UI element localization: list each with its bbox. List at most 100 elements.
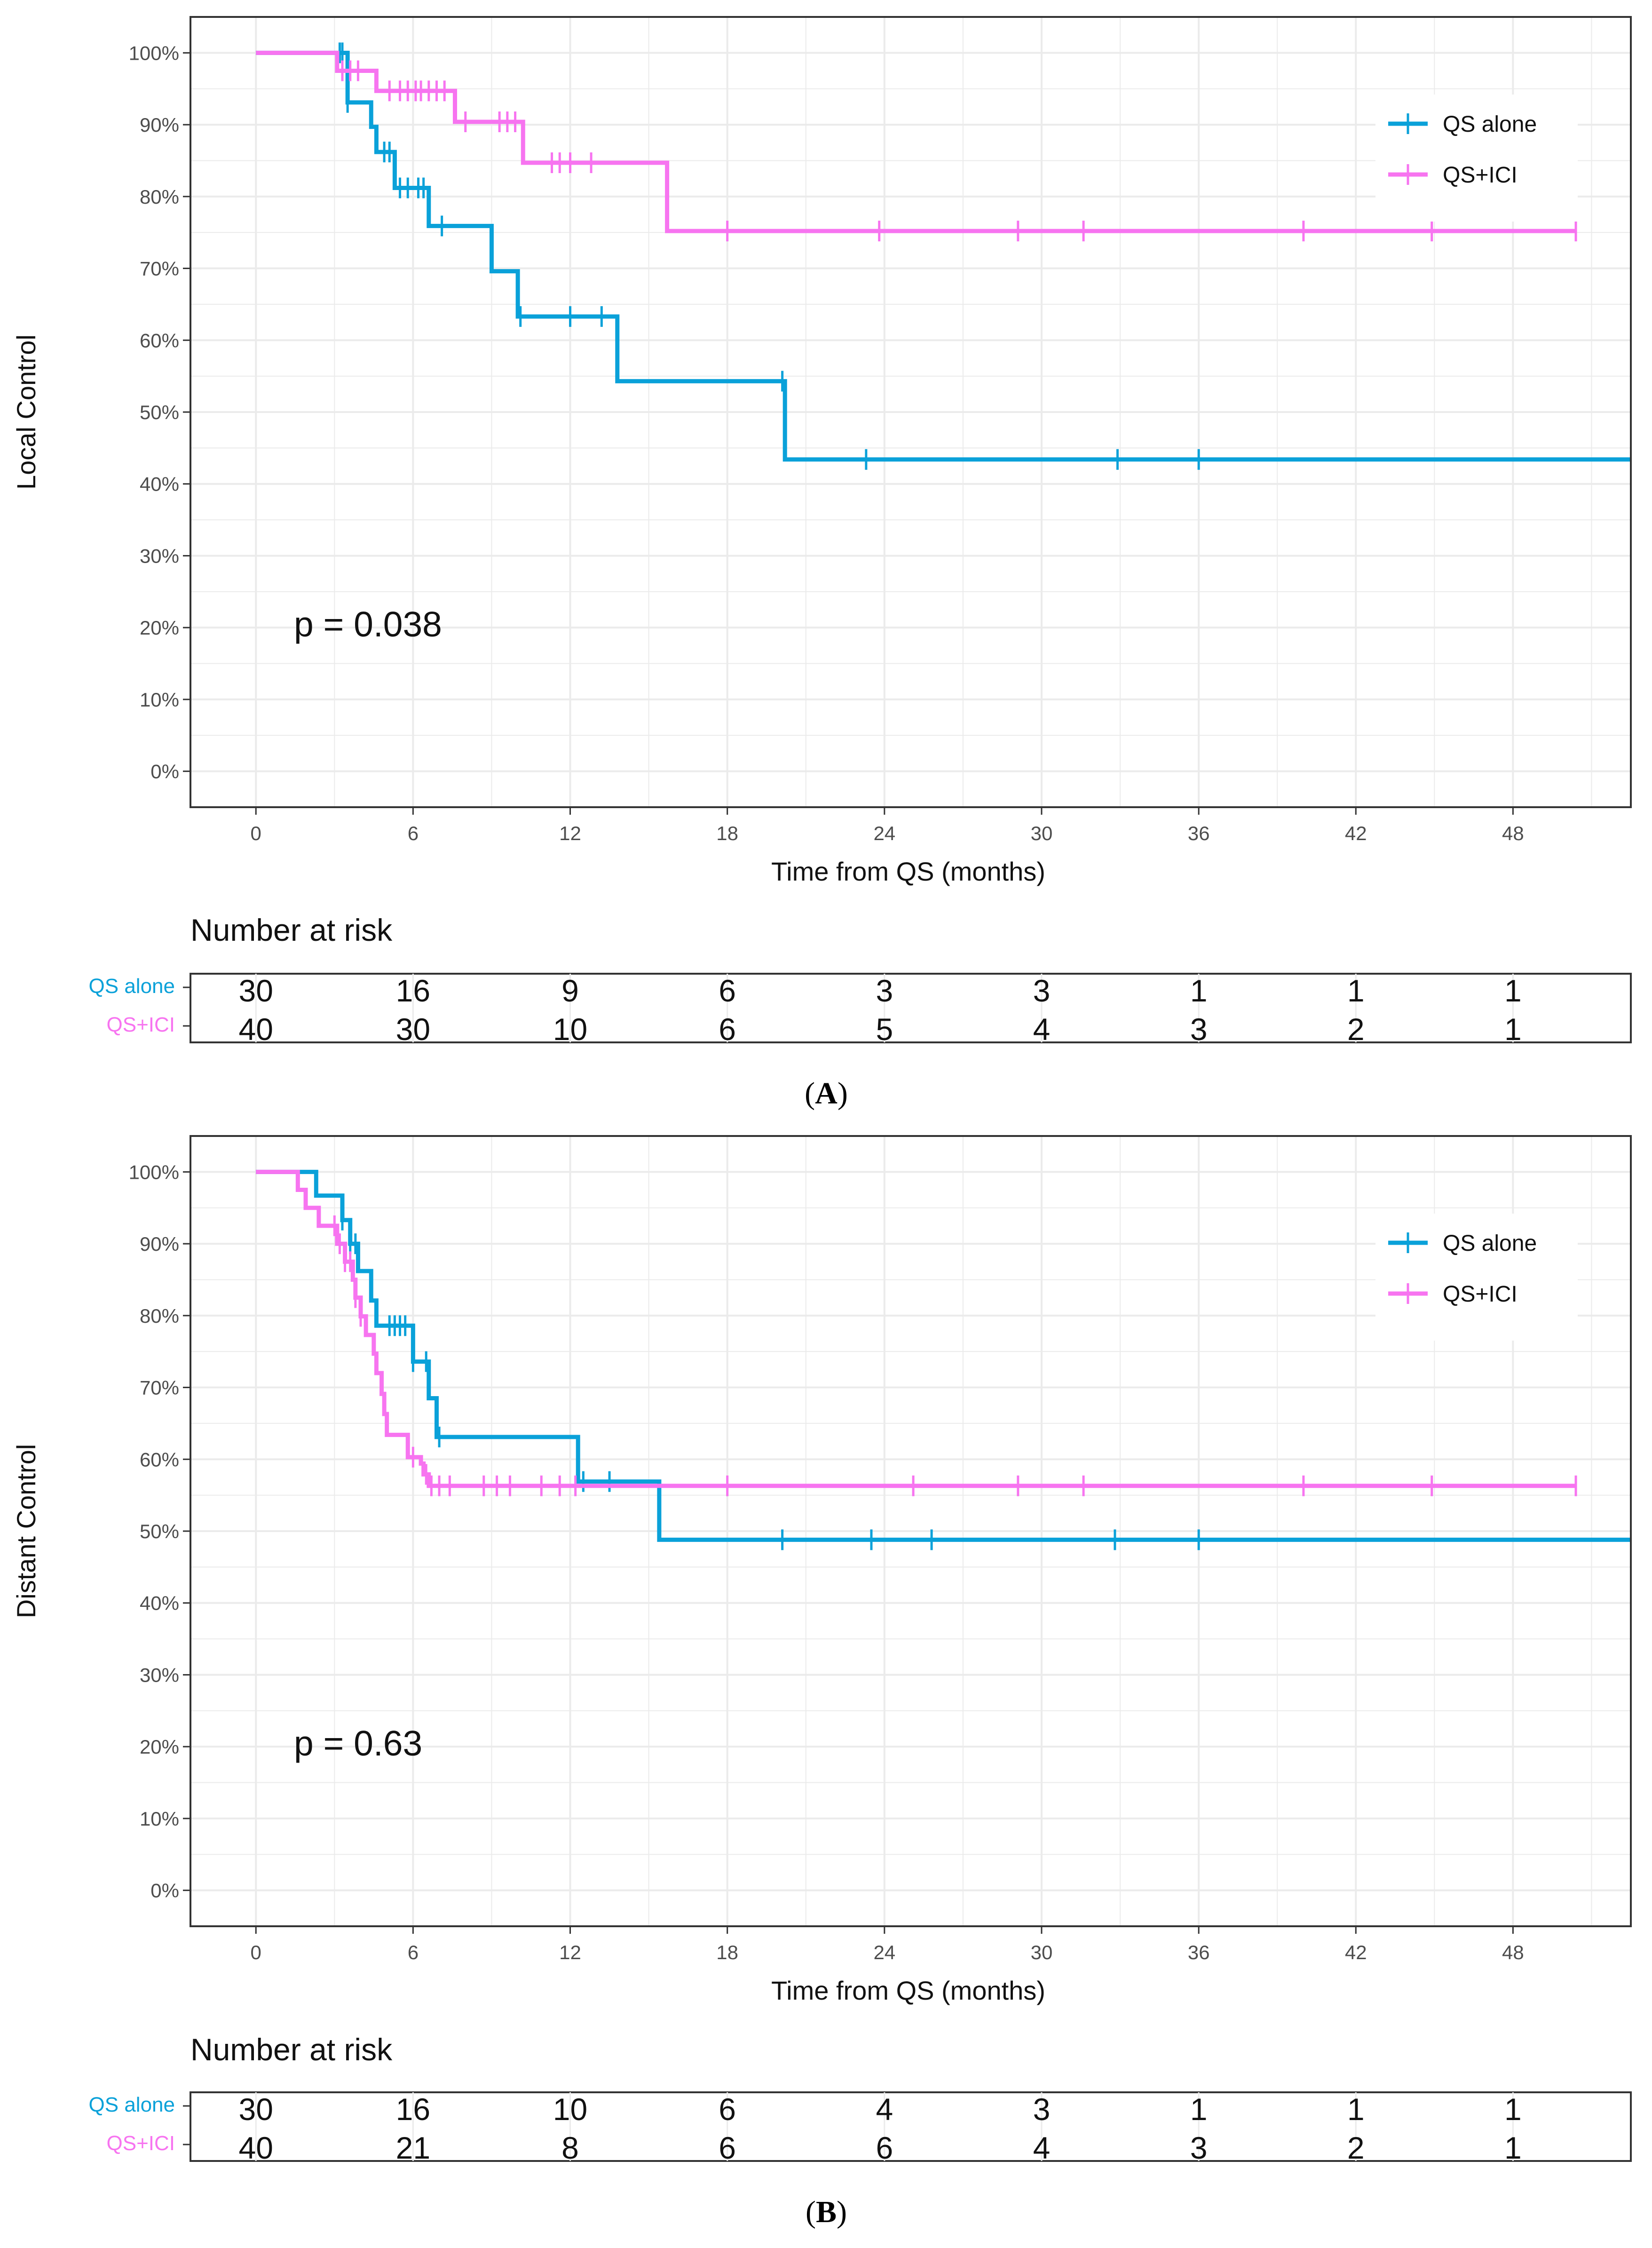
risk-table-title: Number at risk xyxy=(190,913,393,947)
y-axis-title: Local Control xyxy=(11,334,41,490)
gridlines xyxy=(190,17,1631,807)
panel-b: 0%10%20%30%40%50%60%70%80%90%100%0 6 12 18 2… xyxy=(11,1135,1632,2229)
x-tick-label: 24 xyxy=(873,822,895,844)
x-tick-label: 0 xyxy=(251,822,261,844)
x-tick-label: 30 xyxy=(1031,822,1053,844)
x-tick-label: 48 xyxy=(1502,1941,1524,1963)
x-tick-label: 12 xyxy=(559,1941,581,1963)
y-tick-label: 20% xyxy=(140,617,179,639)
risk-count: 1 xyxy=(1504,2130,1522,2165)
y-tick-label: 0% xyxy=(150,761,179,783)
risk-count: 3 xyxy=(1190,2130,1208,2165)
risk-count: 30 xyxy=(239,2092,273,2127)
risk-count: 1 xyxy=(1190,973,1208,1008)
survival-curve-qs-alone xyxy=(256,50,1631,462)
y-tick-label: 10% xyxy=(140,1808,179,1830)
x-axis-title: Time from QS (months) xyxy=(771,857,1045,886)
risk-count: 6 xyxy=(719,2092,736,2127)
y-tick-label: 20% xyxy=(140,1736,179,1758)
risk-count: 9 xyxy=(561,973,579,1008)
series-qs-alone xyxy=(256,42,1631,470)
risk-table-title: Number at risk xyxy=(190,2032,393,2067)
risk-count: 2 xyxy=(1347,2130,1365,2165)
risk-count: 10 xyxy=(553,1012,587,1047)
risk-count: 16 xyxy=(396,973,430,1008)
x-tick-label: 18 xyxy=(716,822,738,844)
y-tick-label: 100% xyxy=(129,1161,179,1183)
risk-count: 10 xyxy=(553,2092,587,2127)
x-tick-label: 24 xyxy=(873,1941,895,1963)
plot-border xyxy=(190,1135,1632,1927)
risk-count: 8 xyxy=(561,2130,579,2165)
risk-count: 3 xyxy=(1190,1012,1208,1047)
p-value: p = 0.63 xyxy=(294,1724,422,1763)
risk-row-label: QS+ICI xyxy=(107,2132,175,2155)
risk-count: 40 xyxy=(239,1012,273,1047)
risk-count: 21 xyxy=(396,2130,430,2165)
series-qs-ici xyxy=(256,50,1577,242)
risk-count: 1 xyxy=(1504,973,1522,1008)
x-tick-label: 36 xyxy=(1188,1941,1210,1963)
legend-background xyxy=(1375,95,1578,222)
risk-count: 16 xyxy=(396,2092,430,2127)
panel-caption: (B) xyxy=(806,2195,847,2229)
risk-count: 30 xyxy=(239,973,273,1008)
x-tick-label: 18 xyxy=(716,1941,738,1963)
risk-count: 3 xyxy=(1033,973,1051,1008)
y-tick-label: 60% xyxy=(140,1448,179,1470)
y-tick-label: 30% xyxy=(140,545,179,567)
legend: QS alone QS+ICI xyxy=(1375,1214,1578,1341)
x-tick-label: 42 xyxy=(1345,822,1367,844)
x-tick-label: 6 xyxy=(408,822,419,844)
y-tick-label: 0% xyxy=(150,1880,179,1902)
p-value: p = 0.038 xyxy=(294,604,442,644)
risk-row-label: QS alone xyxy=(89,2093,175,2116)
y-tick-label: 80% xyxy=(140,1305,179,1327)
series-qs-alone xyxy=(256,1169,1631,1550)
x-tick-label: 6 xyxy=(408,1941,419,1963)
y-tick-label: 70% xyxy=(140,1377,179,1399)
risk-count: 40 xyxy=(239,2130,273,2165)
risk-count: 6 xyxy=(876,2130,893,2165)
plot-border xyxy=(190,16,1632,808)
risk-table-border xyxy=(190,973,1632,1043)
x-axis-title: Time from QS (months) xyxy=(771,1976,1045,2005)
y-tick-label: 40% xyxy=(140,1592,179,1614)
risk-count: 3 xyxy=(876,973,893,1008)
risk-count: 6 xyxy=(719,2130,736,2165)
risk-count: 5 xyxy=(876,1012,893,1047)
legend-label: QS+ICI xyxy=(1443,163,1518,188)
y-tick-label: 60% xyxy=(140,329,179,351)
risk-table-border xyxy=(190,2091,1632,2162)
series-qs-ici xyxy=(256,1169,1577,1496)
y-tick-label: 40% xyxy=(140,473,179,495)
legend-label: QS alone xyxy=(1443,112,1537,137)
risk-count: 2 xyxy=(1347,1012,1365,1047)
risk-count: 4 xyxy=(1033,1012,1051,1047)
risk-count: 1 xyxy=(1347,2092,1365,2127)
y-tick-label: 10% xyxy=(140,689,179,711)
risk-row-label: QS alone xyxy=(89,975,175,998)
risk-count: 6 xyxy=(719,973,736,1008)
x-tick-label: 0 xyxy=(251,1941,261,1963)
survival-curve-qs-ici xyxy=(256,50,1576,233)
y-tick-label: 100% xyxy=(129,42,179,64)
risk-count: 3 xyxy=(1033,2092,1051,2127)
survival-curve-qs-ici xyxy=(256,1169,1576,1488)
panel-a: 0%10%20%30%40%50%60%70%80%90%100%0 6 12 18 2… xyxy=(11,16,1632,1111)
y-tick-label: 30% xyxy=(140,1664,179,1686)
y-tick-label: 90% xyxy=(140,114,179,136)
y-tick-label: 70% xyxy=(140,258,179,280)
risk-count: 1 xyxy=(1347,973,1365,1008)
legend: QS alone QS+ICI xyxy=(1375,95,1578,222)
x-tick-label: 48 xyxy=(1502,822,1524,844)
risk-row-label: QS+ICI xyxy=(107,1013,175,1036)
risk-count: 4 xyxy=(876,2092,893,2127)
x-tick-label: 30 xyxy=(1031,1941,1053,1963)
x-tick-label: 12 xyxy=(559,822,581,844)
y-tick-label: 50% xyxy=(140,401,179,423)
risk-count: 4 xyxy=(1033,2130,1051,2165)
risk-table: Number at risk QS alone 30 16 9 6 3 3 1 1 1 QS+ICI 4… xyxy=(89,913,1632,1047)
y-axis-title: Distant Control xyxy=(11,1444,41,1618)
